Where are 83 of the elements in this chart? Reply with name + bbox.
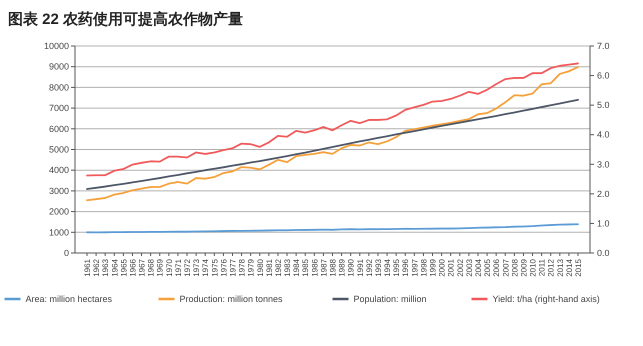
- x-tick-label: 1989: [338, 258, 347, 277]
- x-tick-label: 2002: [456, 258, 465, 277]
- line-series: [86, 223, 579, 234]
- x-tick-label: 1963: [101, 258, 110, 277]
- x-tick-label: 2001: [446, 258, 456, 277]
- y2-tick-label: 4.0: [597, 130, 610, 140]
- x-tick-label: 2006: [492, 258, 502, 277]
- y-tick-label: 7000: [48, 103, 69, 114]
- x-tick-label: 1990: [346, 258, 356, 277]
- legend-label: Area: million hectares: [26, 294, 113, 304]
- line-series: [86, 62, 579, 176]
- x-tick-label: 2009: [519, 258, 528, 277]
- x-tick-label: 1991: [356, 258, 365, 277]
- x-tick-label: 1996: [401, 258, 410, 277]
- x-tick-label: 1982: [274, 258, 283, 277]
- x-tick-label: 2012: [546, 258, 556, 277]
- legend-label: Population: million: [354, 294, 427, 304]
- x-tick-label: 1983: [283, 258, 292, 277]
- x-tick-label: 1976: [219, 258, 228, 277]
- x-tick-label: 2007: [501, 258, 510, 277]
- x-tick-label: 2010: [528, 258, 538, 277]
- y2-tick-label: 3.0: [597, 159, 610, 170]
- y2-tick-label: 5.0: [597, 100, 610, 110]
- x-tick-label: 2000: [438, 258, 447, 277]
- x-tick-label: 1997: [410, 258, 420, 277]
- x-tick-label: 1967: [138, 258, 147, 277]
- x-tick-label: 2014: [564, 258, 574, 277]
- x-tick-label: 2003: [464, 258, 474, 277]
- x-tick-label: 1981: [264, 258, 274, 277]
- x-tick-label: 1999: [428, 258, 438, 277]
- x-tick-label: 1994: [383, 258, 392, 277]
- y-tick-label: 6000: [48, 124, 69, 134]
- x-tick-label: 1992: [364, 258, 374, 277]
- x-tick-label: 1980: [256, 258, 265, 277]
- x-tick-label: 1962: [92, 258, 102, 277]
- x-tick-label: 1998: [419, 258, 428, 277]
- x-tick-label: 1973: [192, 258, 202, 277]
- x-tick-label: 1984: [292, 258, 302, 277]
- y-tick-label: 2000: [48, 206, 69, 217]
- x-tick-label: 1969: [156, 258, 165, 277]
- x-tick-label: 1978: [238, 258, 247, 277]
- y2-tick-label: 7.0: [597, 41, 610, 51]
- y2-tick-label: 1.0: [597, 218, 610, 228]
- x-tick-label: 1977: [228, 258, 238, 277]
- y-tick-label: 4000: [48, 165, 69, 176]
- x-tick-label: 1972: [183, 258, 192, 277]
- chart-title: 图表 22 农药使用可提高农作物产量: [8, 10, 244, 28]
- x-tick-label: 1965: [119, 258, 128, 277]
- y-tick-label: 10000: [44, 41, 69, 51]
- y2-tick-label: 6.0: [597, 70, 610, 81]
- y-tick-label: 8000: [48, 82, 69, 92]
- line-series: [86, 98, 579, 190]
- x-tick-label: 2011: [538, 258, 547, 276]
- y-tick-label: 0: [64, 248, 69, 258]
- x-tick-label: 1966: [128, 258, 138, 277]
- x-tick-label: 2005: [483, 258, 492, 277]
- x-tick-label: 2004: [474, 258, 483, 277]
- line-series: [86, 66, 579, 202]
- x-tick-label: 1975: [210, 258, 220, 277]
- x-tick-label: 1988: [328, 258, 338, 277]
- y-tick-label: 3000: [48, 186, 69, 196]
- y2-tick-label: 0.0: [597, 248, 610, 258]
- legend-label: Production: million tonnes: [180, 294, 284, 304]
- x-tick-label: 1961: [83, 258, 92, 277]
- legend-label: Yield: t/ha (right-hand axis): [492, 294, 600, 304]
- x-tick-label: 1970: [164, 258, 174, 277]
- x-tick-label: 1993: [374, 258, 383, 277]
- x-tick-label: 1968: [146, 258, 156, 277]
- y-tick-label: 5000: [48, 144, 69, 154]
- y-tick-label: 1000: [48, 227, 69, 238]
- x-tick-label: 1974: [201, 258, 210, 277]
- x-tick-label: 2008: [510, 258, 520, 277]
- y2-tick-label: 2.0: [597, 188, 610, 199]
- x-tick-label: 1964: [110, 258, 120, 277]
- x-tick-label: 1986: [310, 258, 320, 277]
- x-tick-label: 2015: [574, 258, 583, 277]
- x-tick-label: 1979: [246, 258, 256, 277]
- x-tick-label: 1995: [392, 258, 402, 277]
- y-tick-label: 9000: [48, 62, 69, 72]
- x-tick-label: 1985: [301, 258, 310, 277]
- x-tick-label: 1971: [174, 258, 183, 277]
- x-tick-label: 1987: [319, 258, 328, 277]
- x-tick-label: 2013: [556, 258, 565, 277]
